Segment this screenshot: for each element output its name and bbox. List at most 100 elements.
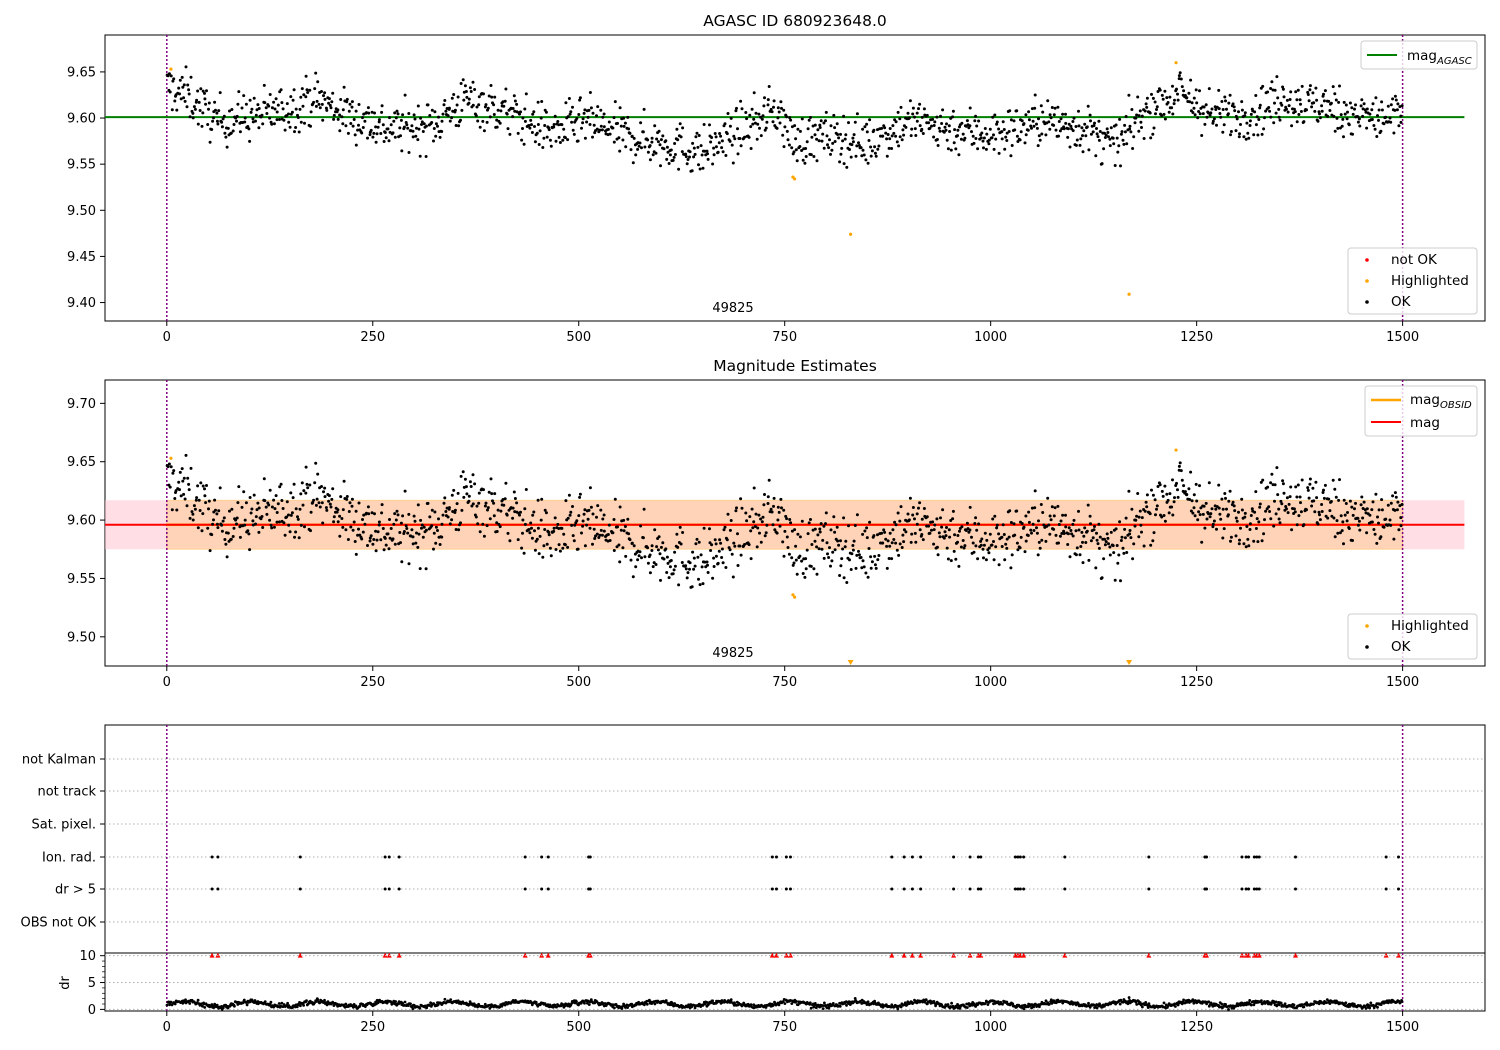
ok-point xyxy=(1323,483,1327,487)
ok-point xyxy=(1089,132,1093,136)
ok-point xyxy=(341,122,345,126)
ok-point xyxy=(1165,492,1169,496)
ok-point xyxy=(1342,100,1346,104)
ok-point xyxy=(360,131,364,135)
ok-point xyxy=(382,548,386,552)
dr-point xyxy=(831,1002,835,1005)
y-tick-label: 9.60 xyxy=(67,112,96,127)
ok-point xyxy=(519,510,522,514)
ok-point xyxy=(417,532,421,536)
ok-point xyxy=(413,519,417,523)
ok-point xyxy=(184,65,188,69)
ok-point xyxy=(894,541,898,545)
ok-point xyxy=(206,526,210,530)
ok-point xyxy=(465,95,469,99)
ok-point xyxy=(651,153,655,157)
ok-point xyxy=(1360,495,1364,499)
ok-point xyxy=(186,83,190,87)
ok-point xyxy=(356,128,360,132)
ok-point xyxy=(817,547,821,551)
ok-point xyxy=(676,545,680,549)
dr-point xyxy=(1135,1003,1139,1006)
ok-point xyxy=(483,105,487,109)
ok-point xyxy=(798,145,802,148)
y-tick-label: 9.50 xyxy=(67,204,96,219)
ok-point xyxy=(667,162,671,165)
dr-point xyxy=(233,1004,236,1008)
ok-point xyxy=(321,118,325,122)
ok-point xyxy=(492,103,496,107)
ok-point xyxy=(1068,145,1072,149)
ok-point xyxy=(553,114,557,118)
ok-point xyxy=(314,71,318,75)
ok-point xyxy=(786,138,790,142)
ok-point xyxy=(643,555,647,559)
ok-point xyxy=(913,127,917,131)
ok-point xyxy=(829,152,832,156)
ok-point xyxy=(167,462,171,466)
dr-point xyxy=(188,1002,192,1005)
ok-point xyxy=(936,553,940,557)
ok-point xyxy=(881,541,885,545)
ok-point xyxy=(382,140,386,143)
ok-point xyxy=(270,106,274,110)
legend-ok-label: OK xyxy=(1391,294,1412,310)
ok-point xyxy=(904,530,908,534)
ok-point xyxy=(815,545,819,549)
ok-point xyxy=(769,107,773,111)
flag-row-label: Ion. rad. xyxy=(42,851,96,866)
ok-point xyxy=(1223,492,1227,495)
ok-point xyxy=(585,523,589,527)
ok-point xyxy=(665,157,669,161)
ok-point xyxy=(1077,528,1081,532)
ok-point xyxy=(342,85,346,89)
ok-point xyxy=(196,89,200,93)
ok-point xyxy=(588,526,592,530)
ok-point xyxy=(1248,522,1252,526)
ok-point xyxy=(747,135,751,139)
ok-point xyxy=(1376,114,1379,118)
ok-point xyxy=(282,118,286,122)
ok-point xyxy=(793,528,797,532)
ok-point xyxy=(1046,99,1050,103)
ok-point xyxy=(256,501,260,505)
ok-point xyxy=(617,136,621,140)
ok-point xyxy=(1022,122,1026,126)
ok-point xyxy=(1289,485,1293,489)
ok-point xyxy=(1156,90,1160,93)
ok-point xyxy=(809,564,813,568)
ok-point xyxy=(261,122,265,126)
ok-point xyxy=(1155,504,1159,508)
ok-point xyxy=(1380,498,1384,502)
ok-point xyxy=(874,566,878,570)
ok-point xyxy=(262,477,266,481)
ok-point xyxy=(434,541,438,545)
ok-point xyxy=(1095,531,1098,535)
ok-point xyxy=(372,131,376,135)
ok-point xyxy=(1307,99,1311,103)
ok-point xyxy=(684,155,688,159)
dr-point xyxy=(468,1000,472,1004)
ok-point xyxy=(513,497,517,500)
ok-point xyxy=(1348,101,1352,105)
dr-flag-point xyxy=(1205,887,1209,891)
ok-point xyxy=(866,161,870,165)
ok-point xyxy=(583,508,587,512)
ok-point xyxy=(1128,124,1132,128)
ok-point xyxy=(421,130,425,133)
ok-point xyxy=(1029,528,1033,532)
dr-clipped-marker xyxy=(1062,952,1068,958)
ok-point xyxy=(377,523,381,527)
ok-point xyxy=(1166,101,1170,104)
ok-point xyxy=(1331,478,1335,482)
ok-point xyxy=(677,583,681,587)
ok-point xyxy=(391,131,395,135)
ok-point xyxy=(861,127,865,131)
ok-point xyxy=(880,126,884,130)
ok-point xyxy=(1361,507,1365,510)
ok-point xyxy=(588,486,592,490)
ok-point xyxy=(496,508,500,512)
ok-point xyxy=(703,149,707,153)
agasc-panel-frame xyxy=(104,34,1486,322)
ok-point xyxy=(754,111,758,115)
